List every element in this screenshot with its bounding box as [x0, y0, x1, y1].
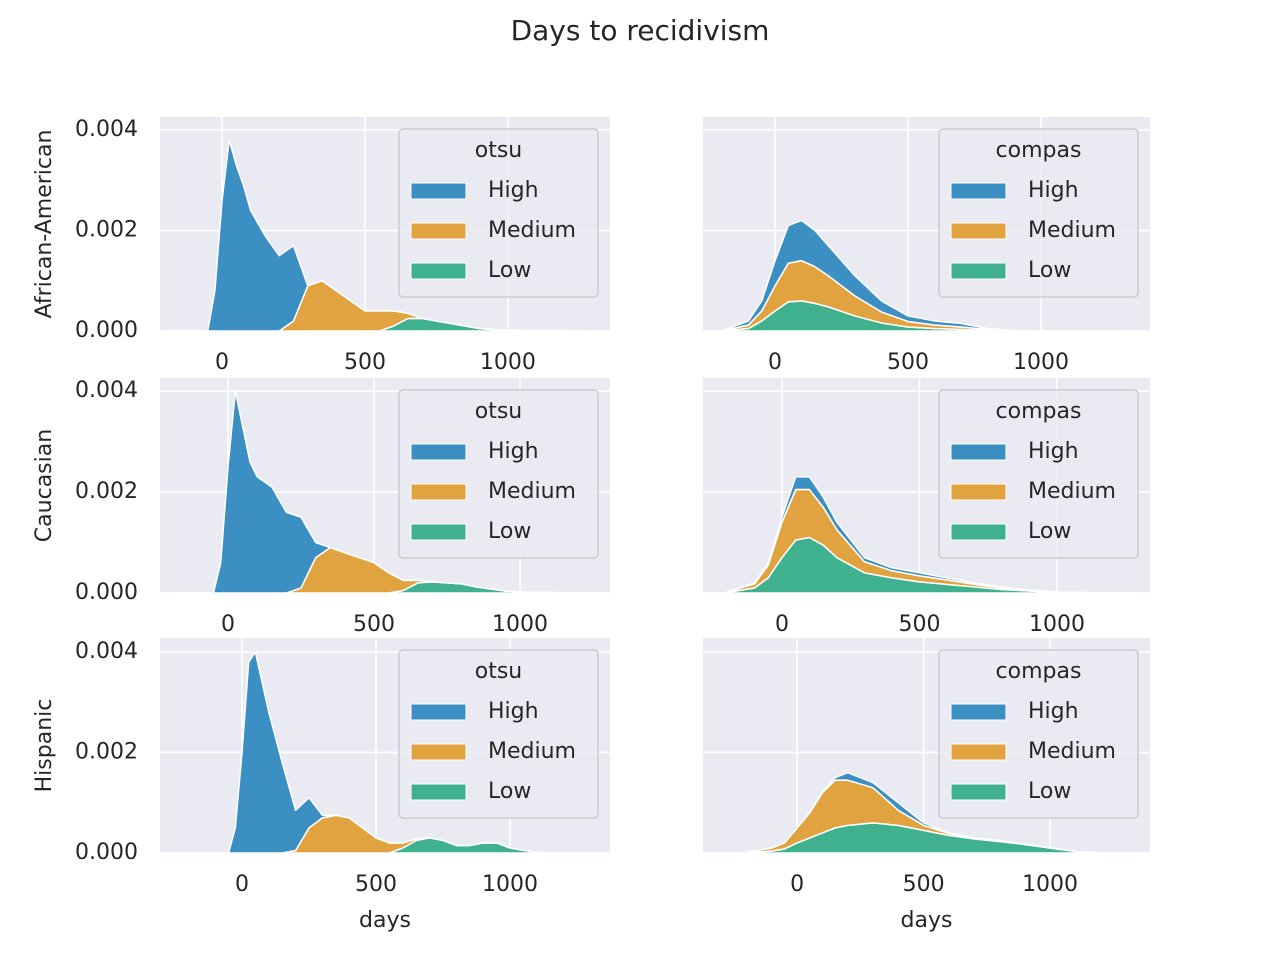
legend-title: otsu [475, 659, 523, 684]
legend-swatch [410, 262, 467, 280]
legend-label: High [1028, 699, 1079, 724]
area [726, 476, 1141, 593]
x-tick-label: 0 [221, 612, 235, 637]
area [168, 390, 609, 593]
legend-frame [398, 128, 599, 298]
legend-label: High [488, 439, 539, 464]
legend-label: Low [488, 519, 531, 544]
area [164, 280, 595, 331]
legend-swatch [410, 182, 467, 200]
legend-swatch [950, 743, 1007, 761]
legend-swatch [950, 703, 1007, 721]
y-tick-label: 0.000 [75, 580, 138, 605]
x-tick-label: 500 [903, 872, 945, 897]
plot-area [721, 219, 1122, 331]
plot-area [164, 139, 595, 331]
legend-label: High [488, 699, 539, 724]
legend-label: Medium [1028, 739, 1116, 764]
legend-title: compas [996, 138, 1082, 163]
y-tick-label: 0.002 [75, 218, 138, 243]
x-tick-label: 1000 [482, 872, 538, 897]
area [187, 837, 592, 853]
legend-swatch [950, 222, 1007, 240]
y-tick-label: 0.002 [75, 740, 138, 765]
x-tick-label: 500 [355, 872, 397, 897]
legend-swatch [410, 743, 467, 761]
legend-label: High [1028, 439, 1079, 464]
legend-frame [938, 128, 1139, 298]
legend-frame [938, 649, 1139, 819]
legend-swatch [410, 443, 467, 461]
legend-swatch [410, 523, 467, 541]
x-tick-label: 0 [768, 350, 782, 375]
legend-title: otsu [475, 138, 523, 163]
legend-swatch [950, 523, 1007, 541]
legend-label: Medium [488, 479, 576, 504]
x-tick-label: 1000 [1013, 350, 1069, 375]
y-tick-label: 0.004 [75, 639, 138, 664]
legend-label: Medium [1028, 479, 1116, 504]
legend-label: Medium [488, 739, 576, 764]
legend-title: otsu [475, 399, 523, 424]
x-tick-label: 1000 [1022, 872, 1078, 897]
y-axis-label: African-American [32, 130, 57, 319]
x-tick-label: 500 [344, 350, 386, 375]
legend-frame [398, 649, 599, 819]
legend-label: High [1028, 178, 1079, 203]
legend-swatch [950, 182, 1007, 200]
x-tick-label: 0 [775, 612, 789, 637]
legend-label: Medium [488, 218, 576, 243]
x-tick-label: 500 [353, 612, 395, 637]
x-tick-label: 1000 [1029, 612, 1085, 637]
legend-swatch [950, 483, 1007, 501]
y-tick-label: 0.000 [75, 318, 138, 343]
x-tick-label: 0 [235, 872, 249, 897]
legend-label: Low [488, 779, 531, 804]
legend-frame [398, 389, 599, 559]
legend-swatch [950, 262, 1007, 280]
legend-title: compas [996, 399, 1082, 424]
legend-swatch [410, 483, 467, 501]
area [745, 771, 1127, 853]
x-axis-label: days [359, 908, 411, 933]
area [168, 546, 609, 593]
legend-label: High [488, 178, 539, 203]
y-tick-label: 0.004 [75, 117, 138, 142]
x-tick-label: 1000 [480, 350, 536, 375]
area [187, 651, 592, 853]
x-tick-label: 500 [887, 350, 929, 375]
area [721, 219, 1122, 331]
legend-swatch [410, 703, 467, 721]
legend-swatch [950, 443, 1007, 461]
plot-area [187, 651, 592, 853]
y-axis-label: Hispanic [32, 699, 57, 793]
legend-frame [938, 389, 1139, 559]
y-tick-label: 0.002 [75, 479, 138, 504]
figure-title: Days to recidivism [511, 14, 770, 47]
legend-swatch [410, 222, 467, 240]
area [164, 139, 595, 331]
legend-label: Low [1028, 519, 1071, 544]
x-tick-label: 0 [790, 872, 804, 897]
legend-swatch [950, 783, 1007, 801]
legend-label: Low [1028, 258, 1071, 283]
legend-label: Low [488, 258, 531, 283]
x-tick-label: 1000 [492, 612, 548, 637]
x-tick-label: 0 [215, 350, 229, 375]
y-axis-label: Caucasian [32, 429, 57, 542]
x-axis-label: days [901, 908, 953, 933]
plot-area [745, 771, 1127, 853]
y-tick-label: 0.004 [75, 378, 138, 403]
legend-label: Medium [1028, 218, 1116, 243]
legend-label: Low [1028, 779, 1071, 804]
legend-title: compas [996, 659, 1082, 684]
plot-area [726, 476, 1141, 593]
plot-area [168, 390, 609, 593]
y-tick-label: 0.000 [75, 840, 138, 865]
legend-swatch [410, 783, 467, 801]
x-tick-label: 500 [898, 612, 940, 637]
